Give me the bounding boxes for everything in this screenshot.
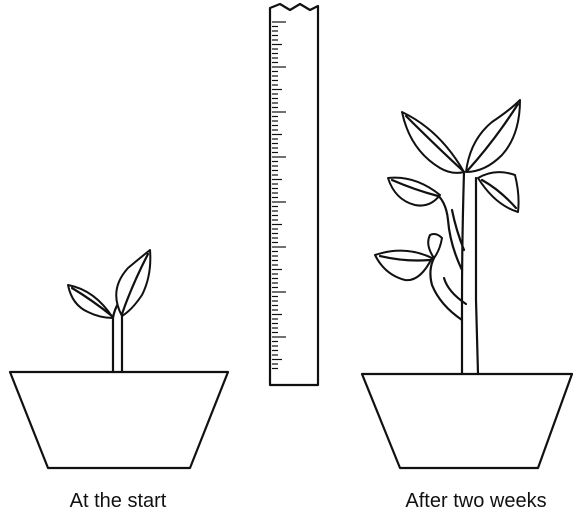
page: At the start After two weeks (() => { co… [0,0,576,521]
label-left: At the start [70,490,167,512]
plant-tall [375,100,520,374]
plant-small [68,250,150,372]
diagram: At the start After two weeks [0,0,576,521]
pot-right [362,374,572,468]
label-right: After two weeks [405,490,546,512]
ruler [270,4,318,385]
pot-left [10,372,228,468]
